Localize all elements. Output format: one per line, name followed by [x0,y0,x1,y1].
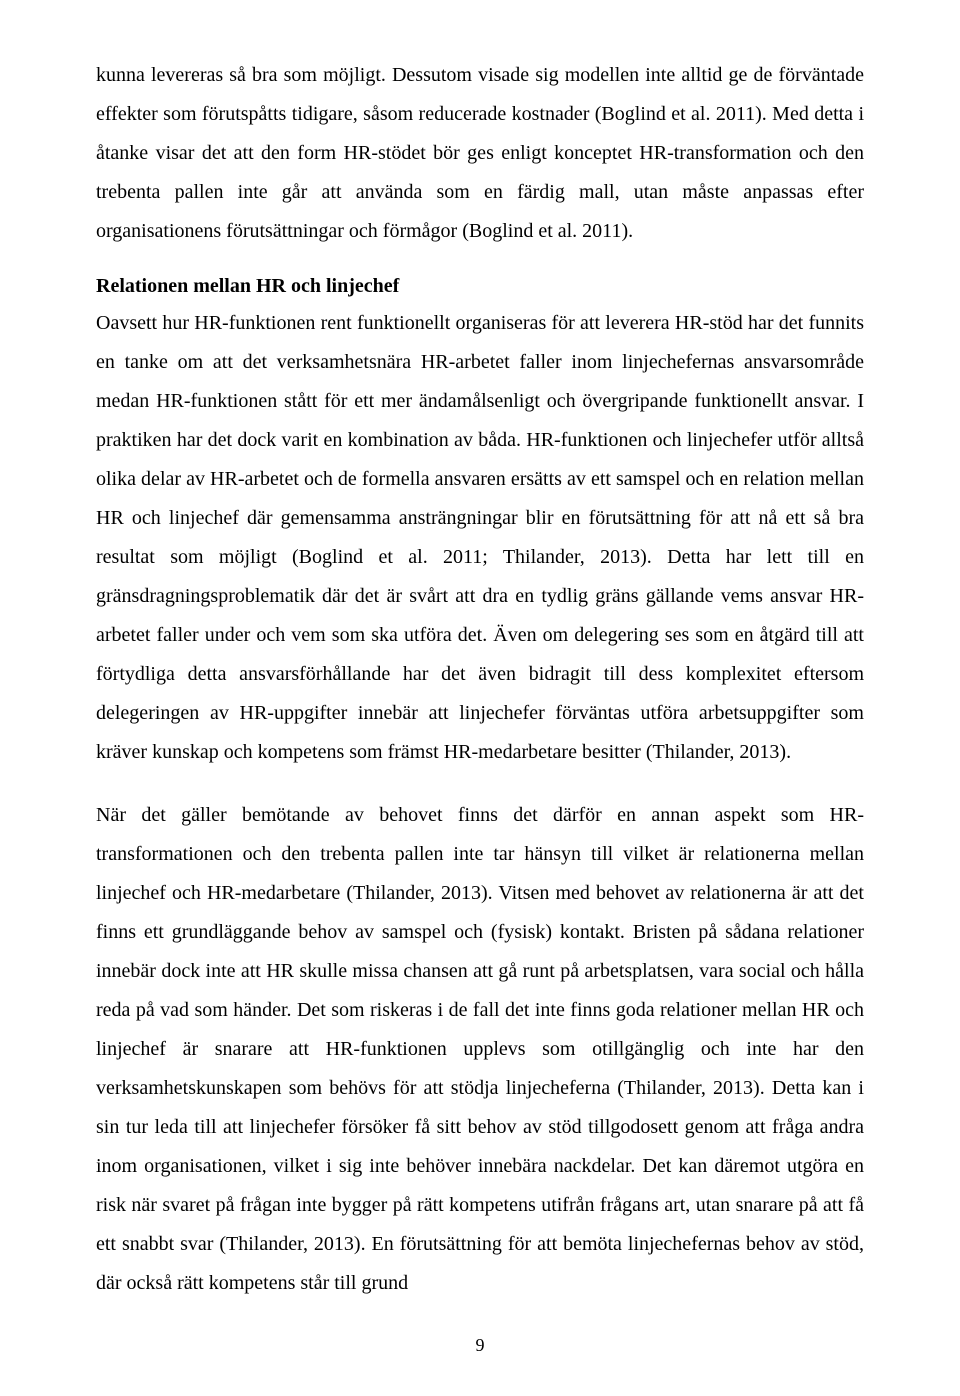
paragraph-2: Oavsett hur HR-funktionen rent funktione… [96,304,864,772]
paragraph-3: När det gäller bemötande av behovet finn… [96,796,864,1303]
section-heading: Relationen mellan HR och linjechef [96,275,864,298]
document-page: kunna levereras så bra som möjligt. Dess… [0,0,960,1396]
paragraph-1: kunna levereras så bra som möjligt. Dess… [96,56,864,251]
page-number: 9 [96,1335,864,1356]
